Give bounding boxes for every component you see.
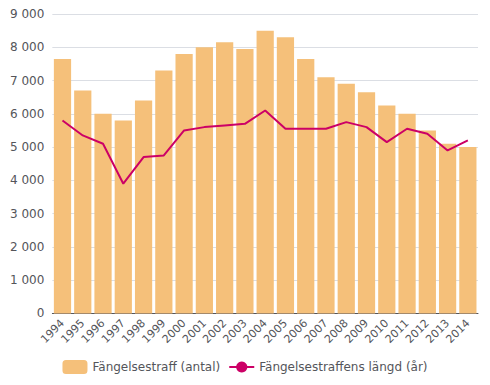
svg-text:2001: 2001 [180,316,209,346]
svg-text:0: 0 [37,306,45,320]
svg-text:2013: 2013 [423,316,453,346]
svg-text:6 000: 6 000 [10,107,44,121]
svg-text:3 000: 3 000 [10,207,44,221]
svg-text:2003: 2003 [220,316,250,346]
svg-text:1996: 1996 [78,316,108,346]
svg-text:2012: 2012 [403,316,432,346]
svg-text:2008: 2008 [321,316,351,346]
svg-text:Fängelsestraff (antal): Fängelsestraff (antal) [92,360,220,374]
svg-text:9 000: 9 000 [10,7,44,21]
svg-text:1 000: 1 000 [10,273,44,287]
svg-text:8 000: 8 000 [10,40,44,54]
svg-text:2014: 2014 [443,317,472,346]
svg-text:2004: 2004 [240,316,270,346]
svg-text:7 000: 7 000 [10,74,44,88]
svg-text:1997: 1997 [98,316,128,346]
svg-text:2002: 2002 [200,316,230,346]
svg-text:Fängelsestraffens längd (år): Fängelsestraffens längd (år) [259,360,427,374]
svg-text:1995: 1995 [58,316,88,346]
svg-text:4 000: 4 000 [10,173,44,187]
svg-text:1994: 1994 [38,316,68,346]
svg-text:2010: 2010 [362,316,392,346]
svg-text:1998: 1998 [119,316,149,346]
svg-text:5 000: 5 000 [10,140,44,154]
svg-text:1999: 1999 [139,316,169,346]
svg-text:2011: 2011 [382,316,412,346]
svg-text:2000: 2000 [159,316,189,346]
svg-text:2006: 2006 [281,316,311,346]
svg-text:2 000: 2 000 [10,240,44,254]
svg-text:2009: 2009 [342,316,372,346]
svg-text:2005: 2005 [261,316,290,346]
svg-text:2007: 2007 [301,316,331,346]
